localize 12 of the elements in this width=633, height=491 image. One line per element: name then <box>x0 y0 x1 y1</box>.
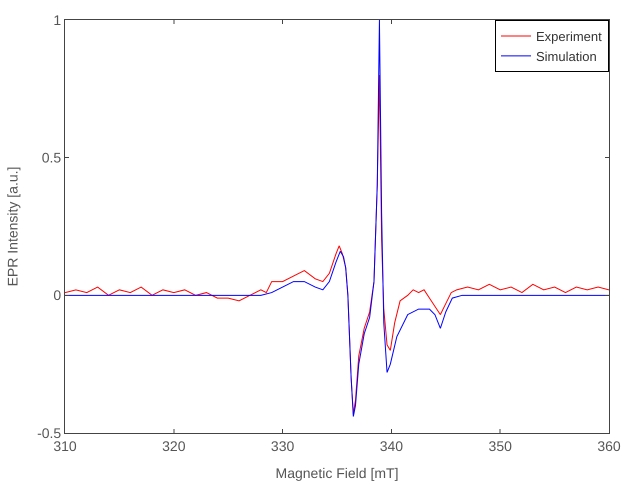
y-tick-label: 0.5 <box>42 150 62 166</box>
x-tick-label: 330 <box>270 438 294 454</box>
x-tick-label: 320 <box>162 438 186 454</box>
x-tick-label: 340 <box>380 438 404 454</box>
y-tick-label: 0 <box>53 287 62 304</box>
x-axis-title: Magnetic Field [mT] <box>276 465 398 482</box>
x-tick-label: 360 <box>597 438 621 454</box>
y-tick-label: 1 <box>53 12 62 28</box>
legend-label: Experiment <box>536 29 602 44</box>
x-tick-label: 350 <box>488 438 512 454</box>
y-axis-title: EPR Intensity [a.u.] <box>4 166 21 286</box>
legend-label: Simulation <box>536 48 597 64</box>
